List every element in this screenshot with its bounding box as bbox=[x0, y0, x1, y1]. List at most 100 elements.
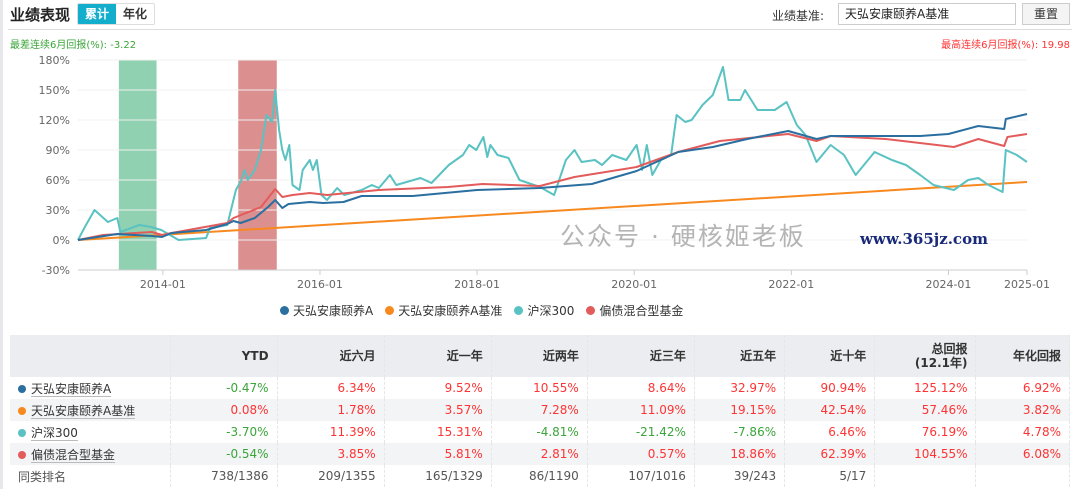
x-tick-label: 2014-01 bbox=[140, 278, 186, 291]
legend-label: 天弘安康颐养A基准 bbox=[398, 304, 503, 318]
x-tick-label: 2016-01 bbox=[297, 278, 343, 291]
series-name-link[interactable]: 天弘安康颐养A bbox=[31, 381, 112, 397]
y-tick-label: 0% bbox=[53, 234, 70, 247]
column-header: YTD bbox=[170, 335, 278, 377]
return-cell: 6.46% bbox=[784, 421, 876, 443]
column-header: 近两年 bbox=[491, 335, 588, 377]
column-header: 总回报 (12.1年) bbox=[874, 335, 977, 377]
column-header: 近六月 bbox=[277, 335, 385, 377]
watermark: 公众号 · 硬核姬老板 bbox=[560, 222, 806, 251]
legend-item-bond_mix[interactable]: 偏债混合型基金 bbox=[586, 302, 683, 319]
best-period-band bbox=[238, 60, 277, 270]
series-name-link[interactable]: 天弘安康颐养A基准 bbox=[31, 403, 136, 419]
return-cell: 11.39% bbox=[277, 421, 385, 443]
table-row: 偏债混合型基金 -0.54% 3.85% 5.81% 2.81% 0.57% 18.86% 6… bbox=[10, 443, 1070, 465]
legend-item-benchmark[interactable]: 天弘安康颐养A基准 bbox=[385, 302, 502, 319]
return-cell: 57.46% bbox=[874, 399, 977, 421]
legend-label: 偏债混合型基金 bbox=[599, 304, 684, 318]
return-cell: 3.85% bbox=[277, 443, 385, 465]
legend-label: 天弘安康颐养A bbox=[293, 304, 374, 318]
return-cell: 6.34% bbox=[277, 377, 385, 399]
rank-cell bbox=[975, 465, 1070, 487]
return-cell: 3.82% bbox=[975, 399, 1070, 421]
toggle-cumulative[interactable]: 累计 bbox=[78, 4, 117, 24]
column-header: 近一年 bbox=[384, 335, 492, 377]
chart-legend: 天弘安康颐养A 天弘安康颐养A基准 沪深300 偏债混合型基金 bbox=[0, 302, 1080, 319]
return-cell: 3.57% bbox=[384, 399, 492, 421]
table-row: 沪深300 -3.70% 11.39% 15.31% -4.81% -21.42% -7.8… bbox=[10, 421, 1070, 443]
series-dot-icon bbox=[18, 428, 26, 437]
return-cell: -21.42% bbox=[587, 421, 695, 443]
x-tick-label: 2018-01 bbox=[454, 278, 500, 291]
return-cell: 125.12% bbox=[874, 377, 977, 399]
mode-toggle: 累计 年化 bbox=[77, 3, 156, 25]
x-tick-label: 2022-01 bbox=[768, 278, 814, 291]
return-cell: 11.09% bbox=[587, 399, 695, 421]
return-cell: 104.55% bbox=[874, 443, 977, 465]
x-tick-label: 2024-01 bbox=[925, 278, 971, 291]
row-name-cell: 沪深300 bbox=[10, 421, 171, 443]
return-cell: 7.28% bbox=[491, 399, 588, 421]
return-cell: -3.70% bbox=[170, 421, 278, 443]
return-cell: -0.47% bbox=[170, 377, 278, 399]
return-cell: 19.15% bbox=[694, 399, 786, 421]
return-cell: 8.64% bbox=[587, 377, 695, 399]
reset-button[interactable]: 重置 bbox=[1022, 3, 1070, 25]
rank-cell: 165/1329 bbox=[384, 465, 492, 487]
y-tick-label: 30% bbox=[46, 204, 70, 217]
return-cell: 0.08% bbox=[170, 399, 278, 421]
benchmark-input[interactable]: 天弘安康颐养A基准 bbox=[838, 3, 1016, 25]
rank-cell: 39/243 bbox=[694, 465, 786, 487]
series-dot-icon bbox=[18, 406, 26, 415]
series-name-link[interactable]: 沪深300 bbox=[31, 425, 78, 441]
return-cell: 5.81% bbox=[384, 443, 492, 465]
return-cell: 6.08% bbox=[975, 443, 1070, 465]
return-cell: -4.81% bbox=[491, 421, 588, 443]
rank-row: 同类排名 738/1386 209/1355 165/1329 86/1190 107/1… bbox=[10, 465, 1070, 487]
y-tick-label: 150% bbox=[39, 84, 70, 97]
x-tick-label: 2025-01 bbox=[1004, 278, 1050, 291]
return-cell: 0.57% bbox=[587, 443, 695, 465]
legend-dot-icon bbox=[514, 306, 524, 315]
legend-item-csi300[interactable]: 沪深300 bbox=[514, 302, 574, 319]
return-cell: 76.19% bbox=[874, 421, 977, 443]
return-cell: 90.94% bbox=[784, 377, 876, 399]
column-header: 年化回报 bbox=[975, 335, 1070, 377]
series-line-fund bbox=[77, 113, 1028, 241]
column-header: 近十年 bbox=[784, 335, 876, 377]
legend-dot-icon bbox=[385, 306, 395, 315]
left-edge bbox=[0, 0, 3, 489]
table-row: 天弘安康颐养A -0.47% 6.34% 9.52% 10.55% 8.64% 32.97%… bbox=[10, 377, 1070, 399]
row-name-cell: 天弘安康颐养A基准 bbox=[10, 399, 171, 421]
y-tick-label: -30% bbox=[42, 264, 70, 277]
watermark-site: www.365jz.com bbox=[860, 230, 988, 248]
legend-item-fund[interactable]: 天弘安康颐养A bbox=[0, 302, 373, 319]
series-name-link[interactable]: 偏债混合型基金 bbox=[31, 447, 116, 463]
worst-6m-return: 最差连续6月回报(%): -3.22 bbox=[10, 40, 137, 51]
legend-label: 沪深300 bbox=[527, 304, 575, 318]
table-header-row: YTD 近六月 近一年 近两年 近三年 近五年 近十年 总回报 (12.1年) 年化回报 bbox=[10, 335, 1070, 377]
benchmark-label: 业绩基准: bbox=[772, 9, 825, 23]
column-header: 近五年 bbox=[694, 335, 786, 377]
return-cell: 9.52% bbox=[384, 377, 492, 399]
y-tick-label: 180% bbox=[39, 54, 70, 67]
table-row: 天弘安康颐养A基准 0.08% 1.78% 3.57% 7.28% 11.09% 19.15… bbox=[10, 399, 1070, 421]
return-cell: 15.31% bbox=[384, 421, 492, 443]
series-dot-icon bbox=[18, 384, 26, 393]
return-cell: -0.54% bbox=[170, 443, 278, 465]
column-header bbox=[10, 335, 171, 377]
rank-cell: 107/1016 bbox=[587, 465, 695, 487]
return-cell: 6.92% bbox=[975, 377, 1070, 399]
return-cell: 1.78% bbox=[277, 399, 385, 421]
y-tick-label: 60% bbox=[46, 174, 70, 187]
row-name-cell: 天弘安康颐养A bbox=[10, 377, 171, 399]
return-cell: 4.78% bbox=[975, 421, 1070, 443]
y-tick-label: 120% bbox=[39, 114, 70, 127]
section-title: 业绩表现 bbox=[10, 6, 71, 24]
divider bbox=[8, 29, 1072, 30]
returns-table: YTD 近六月 近一年 近两年 近三年 近五年 近十年 总回报 (12.1年) 年化回报 天弘安康… bbox=[10, 335, 1070, 487]
rank-cell bbox=[874, 465, 977, 487]
return-cell: 18.86% bbox=[694, 443, 786, 465]
toggle-annualized[interactable]: 年化 bbox=[116, 4, 155, 24]
series-line-benchmark bbox=[77, 181, 1028, 241]
